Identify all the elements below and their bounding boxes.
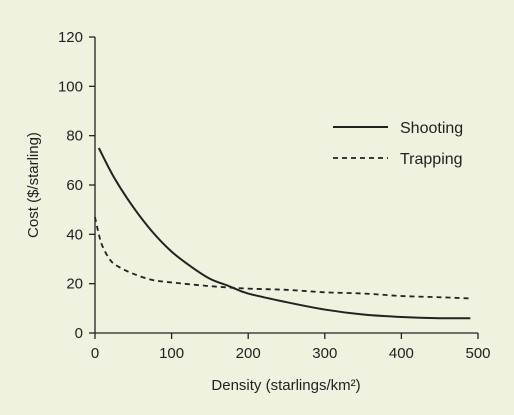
x-tick-label: 200 [236, 345, 261, 362]
y-tick-label: 80 [66, 128, 83, 145]
y-tick-label: 0 [75, 325, 83, 342]
y-tick-label: 20 [66, 276, 83, 293]
y-tick-label: 120 [58, 29, 83, 46]
y-tick-label: 40 [66, 226, 83, 243]
axes [94, 37, 478, 334]
x-tick-label: 500 [465, 345, 490, 362]
x-tick-label: 300 [312, 345, 337, 362]
series-line-shooting [97, 147, 471, 320]
legend: Shooting Trapping [333, 120, 463, 168]
series-layer [94, 147, 471, 320]
legend-label-trapping: Trapping [400, 151, 463, 168]
legend-label-shooting: Shooting [400, 120, 463, 137]
y-tick-label: 60 [66, 177, 83, 194]
series-line-trapping [94, 216, 471, 300]
y-axis-title: Cost ($/starling) [25, 132, 42, 238]
x-tick-label: 400 [389, 345, 414, 362]
x-tick-label: 100 [159, 345, 184, 362]
x-axis-title: Density (starlings/km²) [211, 377, 360, 394]
ticks: 0 20 40 60 80 100 120 0 100 200 300 400 500 [58, 29, 491, 362]
y-tick-label: 100 [58, 78, 83, 95]
x-tick-label: 0 [91, 345, 99, 362]
